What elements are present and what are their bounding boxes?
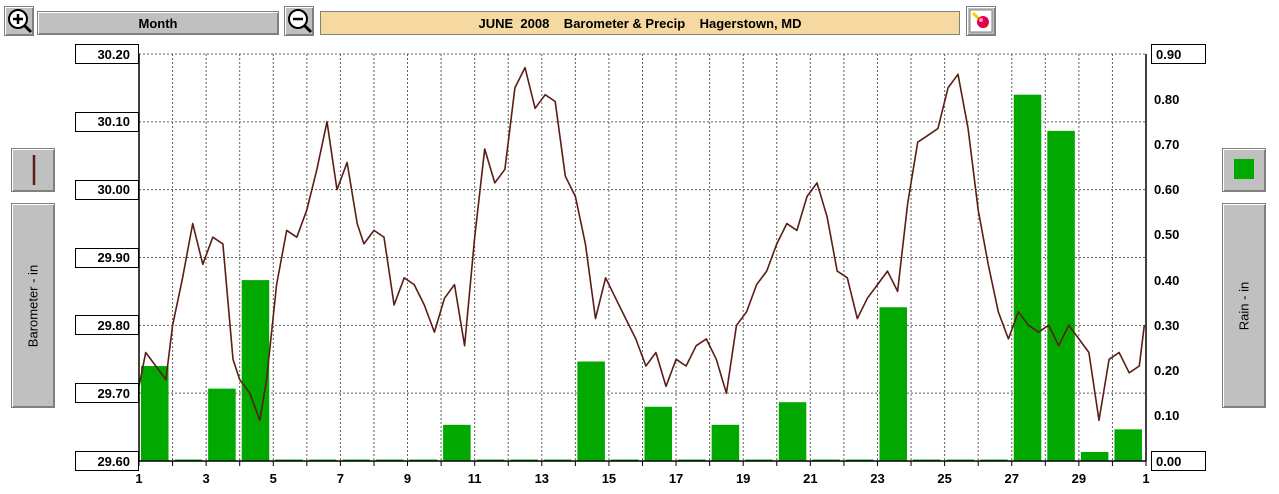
x-axis-ticks: 1 3 5 7 9 11 13 15 17 19 21 23 25 27 29 1 [135,461,1150,486]
barometer-line [138,66,1146,422]
left-tick-label: 30.00 [75,179,139,200]
right-tick-label: 0.60 [1154,182,1180,198]
chart-title-bar: JUNE 2008 Barometer & Precip Hagerstown,… [320,11,960,35]
rain-axis-button[interactable]: Rain - in [1222,203,1266,408]
x-tick-label: 5 [270,471,277,486]
zoom-out-button[interactable] [284,6,314,36]
right-tick-label: 0.50 [1154,227,1180,243]
right-tick-label: 0.30 [1154,317,1180,333]
chart-title: JUNE 2008 Barometer & Precip Hagerstown,… [478,15,802,31]
left-tick-label: 29.60 [75,451,139,471]
left-tick-label: 30.10 [75,111,139,132]
x-tick-label: 1 [135,471,142,486]
right-tick-label: 0.00 [1151,451,1206,471]
x-tick-label: 1 [1142,471,1149,486]
rain-bar [208,388,236,461]
zoom-in-magnifier-icon [8,9,33,34]
rain-bar [141,366,169,461]
period-label: Month [138,15,178,31]
barometer-axis-button[interactable]: Barometer - in [11,203,55,408]
x-tick-label: 29 [1072,471,1086,486]
x-tick-label: 25 [937,471,951,486]
x-tick-label: 9 [404,471,411,486]
paint-tool-button[interactable] [966,6,996,36]
rain-bars [141,94,1142,461]
x-tick-label: 27 [1004,471,1018,486]
x-tick-label: 13 [535,471,549,486]
period-selector-button[interactable]: Month [37,11,279,35]
right-tick-label: 0.40 [1154,272,1180,288]
rain-bar [644,406,673,461]
right-tick-label: 0.90 [1151,44,1206,64]
x-tick-label: 19 [736,471,750,486]
rain-bar [577,361,605,461]
rain-bar-icon [1234,159,1254,179]
x-tick-label: 23 [870,471,884,486]
x-tick-label: 3 [203,471,210,486]
rain-bar [1080,451,1109,461]
rain-bar [711,424,740,461]
barometer-legend-swatch[interactable] [11,148,55,192]
right-tick-label: 0.80 [1154,91,1180,107]
left-tick-label: 29.90 [75,247,139,268]
rain-bar [778,402,807,461]
left-tick-label: 29.70 [75,383,139,404]
left-tick-label: 30.20 [75,44,139,64]
rain-legend-swatch[interactable] [1222,148,1266,192]
x-tick-label: 17 [669,471,683,486]
grid [138,53,1147,462]
rain-bar [241,280,270,461]
rain-bar [443,424,471,461]
x-tick-label: 11 [468,471,482,486]
x-tick-label: 15 [602,471,616,486]
zoom-out-magnifier-icon [288,9,313,34]
barometer-line-icon [32,155,36,185]
right-tick-label: 0.20 [1154,363,1180,379]
paint-brush-icon [969,9,993,33]
rain-bar [1114,429,1142,461]
barometer-series-line [138,66,1146,422]
right-tick-label: 0.70 [1154,136,1180,152]
right-tick-label: 0.10 [1154,408,1180,424]
zoom-in-button[interactable] [4,6,34,36]
x-tick-label: 21 [803,471,817,486]
x-tick-label: 7 [337,471,344,486]
left-tick-label: 29.80 [75,315,139,336]
rain-bar [1013,94,1042,461]
rain-bar [1047,130,1075,461]
rain-bar [879,307,908,461]
